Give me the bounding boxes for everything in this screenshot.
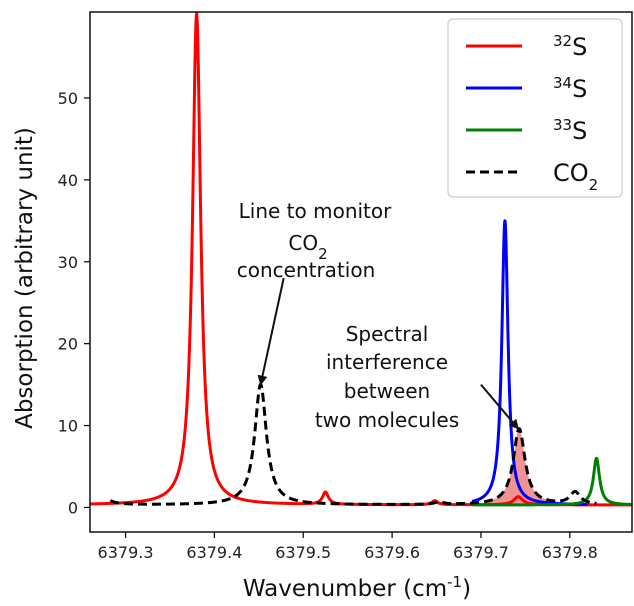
y-tick-label: 50 [58,89,78,108]
x-axis-label-close: ) [462,576,471,602]
legend-entry-34s-element: S [572,75,587,103]
x-tick-label: 6379.6 [364,543,420,562]
s33-line [470,456,632,507]
legend-entry-34s-isotope: 34 [553,74,572,92]
y-axis-label: Absorption (arbitrary unit) [12,127,38,429]
legend-entry-33s-element: S [572,117,587,145]
legend-entry-co2-formula: CO [553,159,589,187]
axis-ticks: 6379.3 6379.4 6379.5 6379.6 6379.7 6379.8 0 10 2… [58,89,598,562]
x-axis-label-exponent: -1 [447,573,462,591]
x-tick-label: 6379.5 [275,543,331,562]
annotation-co2-subscript: 2 [318,245,328,263]
x-tick-label: 6379.7 [453,543,509,562]
axes-frame [89,11,633,533]
y-tick-label: 40 [58,171,78,190]
legend-entry-32s-label: 32S [553,32,587,61]
legend-entry-co2-subscript: 2 [589,176,599,194]
x-axis-label-text: Wavenumber (cm [243,576,447,602]
plot-frame [89,11,633,533]
annotation-co2-text: CO [288,231,318,255]
x-tick-label: 6379.8 [542,543,598,562]
annotation-monitor-line2: CO2 [288,231,327,263]
annotation-interference-line3: between [344,379,430,403]
annotation-monitor-line3: concentration [237,258,376,282]
annotation-monitor-arrow [257,277,285,386]
legend-entry-32s-element: S [572,33,587,61]
annotation-interference-arrow [480,383,520,430]
legend-box [447,18,623,198]
legend-entry-34s-label: 34S [553,74,587,103]
annotation-interference-line4: two molecules [315,408,459,432]
y-tick-label: 10 [58,417,78,436]
y-tick-label: 20 [58,335,78,354]
legend-entry-32s-isotope: 32 [553,32,572,50]
y-tick-label: 0 [68,498,78,517]
legend-entry-33s-isotope: 33 [553,116,572,134]
plot-area [90,12,632,507]
x-tick-label: 6379.4 [186,543,242,562]
x-axis-label: Wavenumber (cm-1) [243,573,471,602]
annotation-monitor-line1: Line to monitor [239,199,393,223]
legend-entry-33s-label: 33S [553,116,587,145]
annotation-interference-line1: Spectral [346,322,429,346]
y-tick-label: 30 [58,253,78,272]
s34-line [470,219,589,506]
co2-dashed-line [109,383,598,506]
x-tick-label: 6379.3 [98,543,154,562]
annotation-interference-line2: interference [326,350,448,374]
interference-shaded-area [485,428,557,505]
legend-entry-co2-label: CO2 [553,159,598,194]
